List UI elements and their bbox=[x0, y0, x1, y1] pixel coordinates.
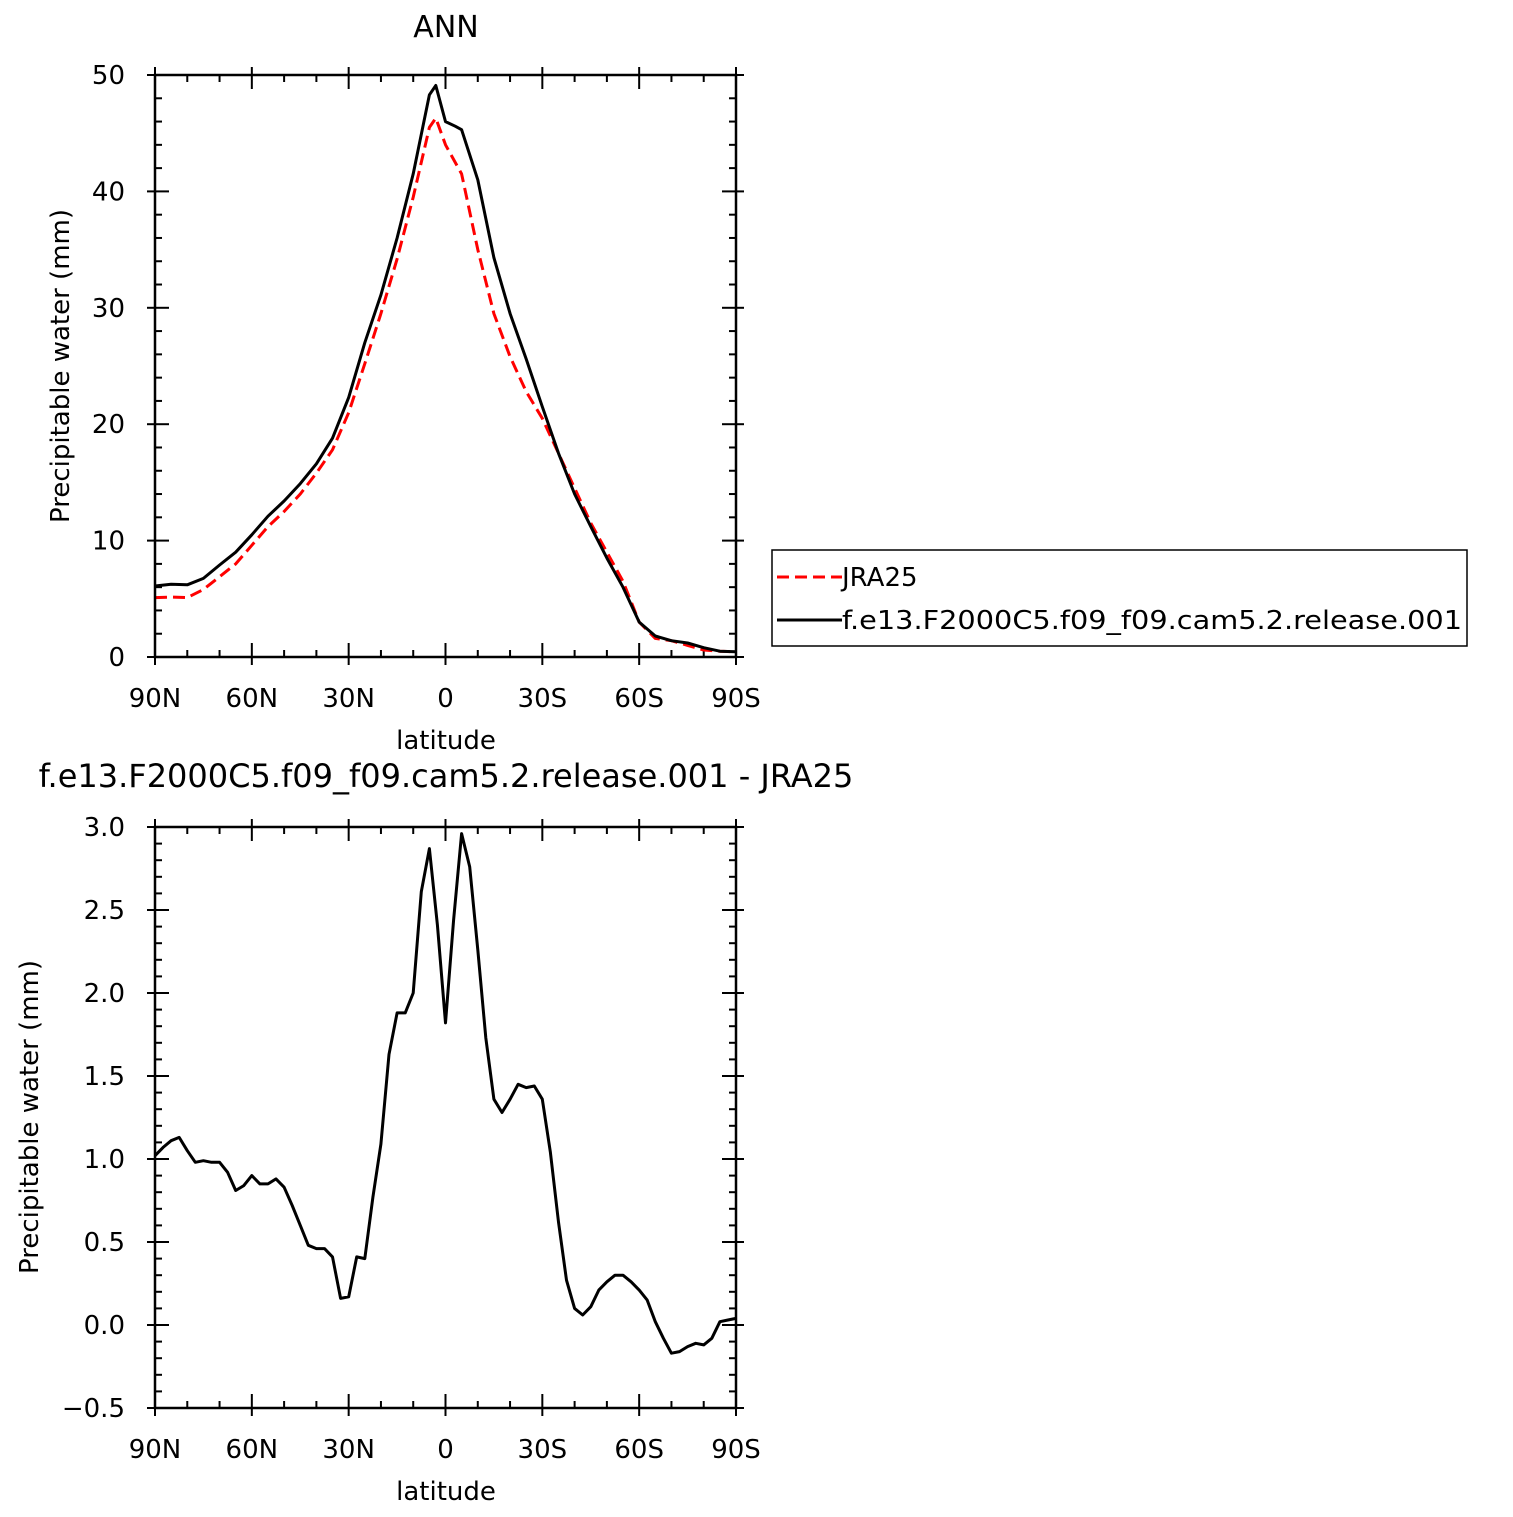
legend-box bbox=[771, 549, 1468, 647]
top-x-axis-label: latitude bbox=[396, 726, 496, 756]
top-series-lines bbox=[154, 84, 737, 654]
top-series-line-0 bbox=[154, 116, 737, 654]
bottom-y-tick-label: 3.0 bbox=[84, 813, 125, 843]
bottom-x-tick-label: 30S bbox=[518, 1435, 568, 1465]
top-axis-ticks bbox=[147, 67, 744, 665]
top-x-tick-label: 90N bbox=[129, 684, 182, 714]
bottom-y-axis-label: Precipitable water (mm) bbox=[15, 960, 45, 1274]
legend-label-jra25: JRA25 bbox=[840, 563, 918, 593]
bottom-panel: f.e13.F2000C5.f09_f09.cam5.2.release.001… bbox=[15, 757, 853, 1507]
bottom-x-axis-label: latitude bbox=[396, 1477, 496, 1507]
bottom-series-lines bbox=[153, 832, 737, 1355]
top-plot-frame bbox=[153, 73, 738, 659]
bottom-axis-ticks bbox=[147, 819, 744, 1416]
bottom-x-tick-label: 0 bbox=[437, 1435, 454, 1465]
top-panel: ANN 90N 60N 30N 0 30S 60S 90S 0 10 20 30 40 50 latit… bbox=[46, 10, 761, 756]
bottom-x-tick-label: 60S bbox=[614, 1435, 664, 1465]
top-x-tick-label: 60N bbox=[226, 684, 279, 714]
bottom-series-line-0 bbox=[153, 832, 737, 1355]
legend: JRA25 f.e13.F2000C5.f09_f09.cam5.2.relea… bbox=[771, 549, 1468, 647]
bottom-x-tick-label: 90N bbox=[129, 1435, 182, 1465]
top-x-tick-label: 30N bbox=[322, 684, 375, 714]
top-y-axis-label: Precipitable water (mm) bbox=[46, 209, 76, 523]
top-x-tick-label: 0 bbox=[437, 684, 454, 714]
top-y-tick-label: 10 bbox=[92, 527, 125, 557]
top-y-tick-label: 20 bbox=[92, 410, 125, 440]
bottom-tick-labels: 90N 60N 30N 0 30S 60S 90S −0.5 0.0 0.5 1.0 1.5 2.0 2.… bbox=[62, 813, 761, 1465]
top-y-tick-label: 50 bbox=[92, 61, 125, 91]
top-tick-labels: 90N 60N 30N 0 30S 60S 90S 0 10 20 30 40 50 bbox=[92, 61, 761, 714]
bottom-y-tick-label: 2.0 bbox=[84, 979, 125, 1009]
top-y-tick-label: 30 bbox=[92, 294, 125, 324]
top-x-tick-label: 90S bbox=[711, 684, 761, 714]
top-series-line-1 bbox=[154, 84, 737, 654]
top-y-tick-label: 40 bbox=[92, 177, 125, 207]
bottom-y-tick-label: 2.5 bbox=[84, 896, 125, 926]
bottom-x-tick-label: 90S bbox=[711, 1435, 761, 1465]
bottom-y-tick-label: 1.5 bbox=[84, 1062, 125, 1092]
top-x-tick-label: 30S bbox=[518, 684, 568, 714]
bottom-y-tick-label: 0.0 bbox=[84, 1311, 125, 1341]
bottom-y-tick-label: 0.5 bbox=[84, 1228, 125, 1258]
top-chart-title: ANN bbox=[413, 10, 478, 45]
bottom-chart-title: f.e13.F2000C5.f09_f09.cam5.2.release.001… bbox=[39, 757, 854, 795]
bottom-x-tick-label: 60N bbox=[226, 1435, 279, 1465]
bottom-x-tick-label: 30N bbox=[322, 1435, 375, 1465]
bottom-y-tick-label: −0.5 bbox=[62, 1394, 125, 1424]
top-x-tick-label: 60S bbox=[614, 684, 664, 714]
bottom-plot-frame bbox=[153, 825, 738, 1410]
legend-label-model: f.e13.F2000C5.f09_f09.cam5.2.release.001 bbox=[842, 606, 1462, 636]
top-y-tick-label: 0 bbox=[108, 643, 125, 673]
bottom-y-tick-label: 1.0 bbox=[84, 1145, 125, 1175]
